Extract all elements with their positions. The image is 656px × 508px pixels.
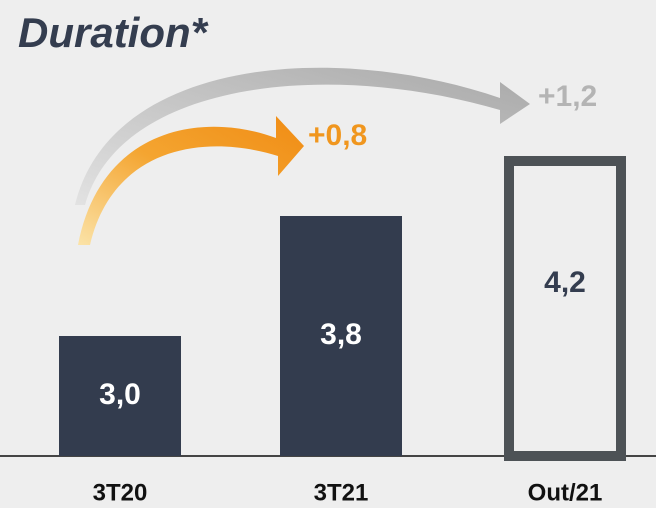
annotation: +1,2 [538,80,597,113]
annotation: +0,8 [308,119,367,152]
value-label: 3,0 [99,378,141,411]
gray-arrow [75,67,530,205]
x-tick-label: 3T20 [93,479,148,506]
value-label: 3,8 [320,318,362,351]
bar [59,336,181,456]
bar [504,156,626,461]
chart-title: Duration* [18,9,209,56]
x-tick-label: Out/21 [528,479,603,506]
value-label: 4,2 [544,266,586,299]
bar [280,216,402,456]
orange-arrow [78,116,304,245]
x-tick-label: 3T21 [314,479,369,506]
